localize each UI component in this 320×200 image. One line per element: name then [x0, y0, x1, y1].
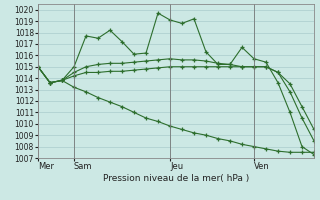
- X-axis label: Pression niveau de la mer( hPa ): Pression niveau de la mer( hPa ): [103, 174, 249, 183]
